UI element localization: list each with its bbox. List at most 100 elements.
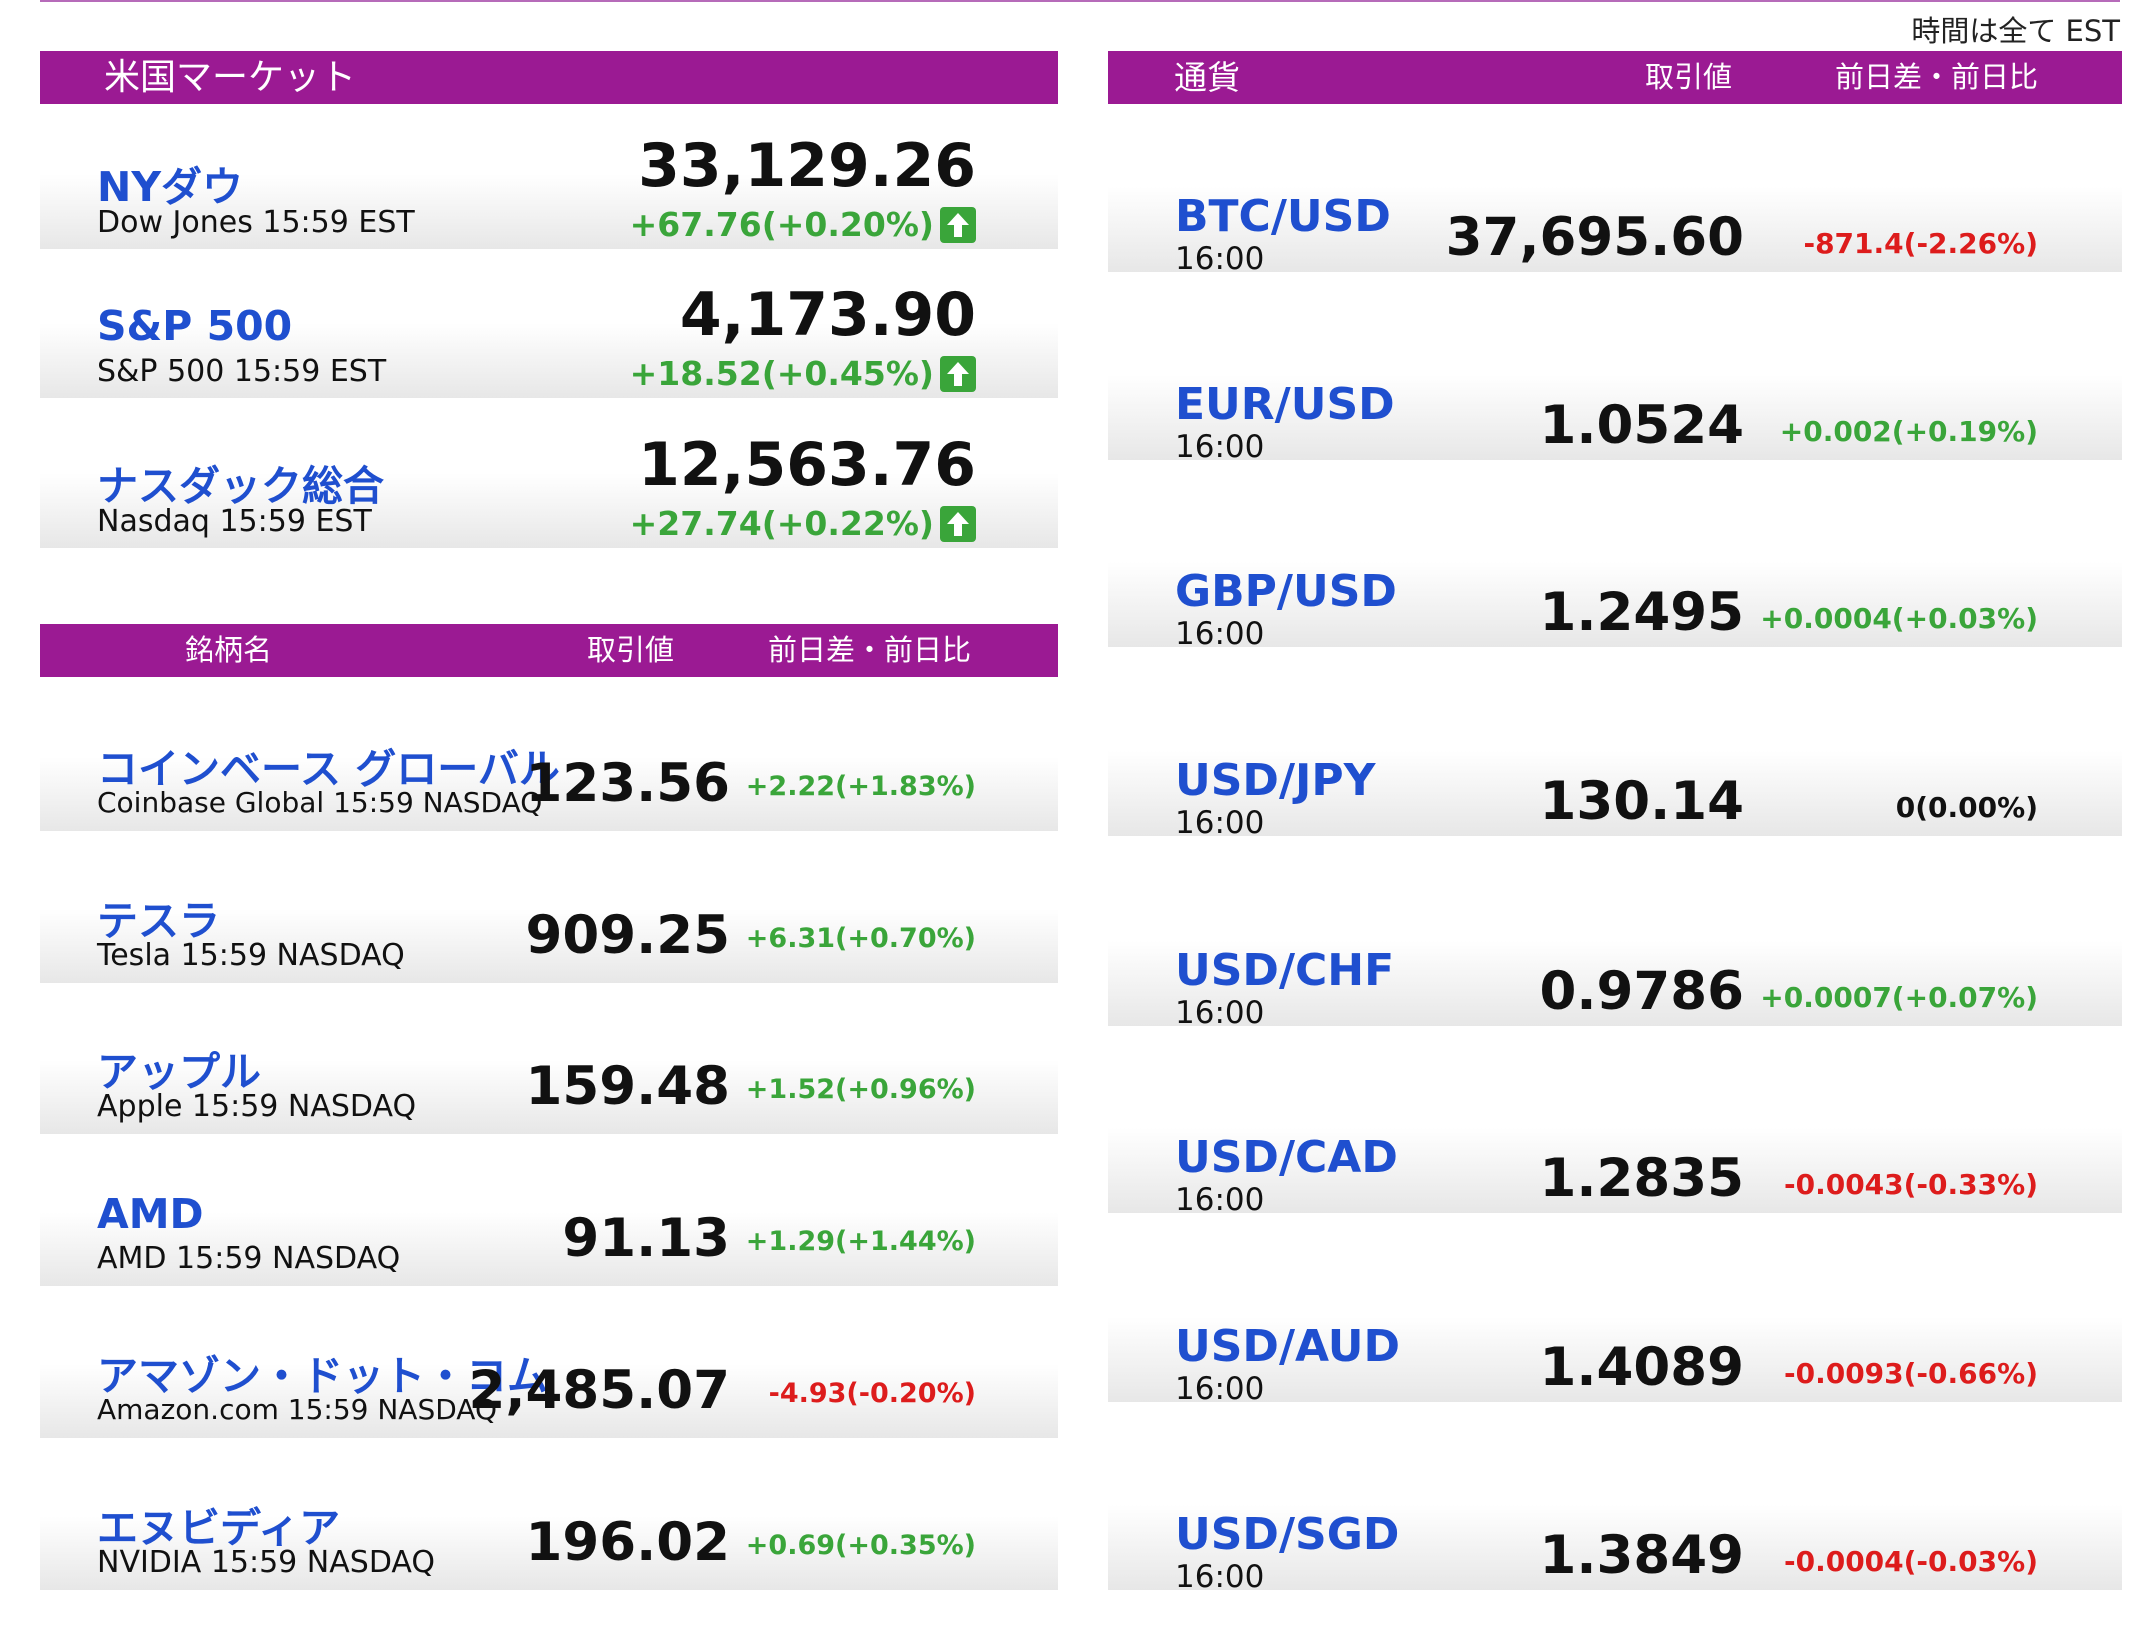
fx-pair: USD/CAD [1175,1132,1398,1183]
stock-price: 91.13 [562,1208,730,1269]
stock-name: エヌビディア [97,1504,341,1552]
fx-pair: BTC/USD [1175,191,1391,242]
index-subtitle: Nasdaq 15:59 EST [97,504,372,539]
stock-row-coinbase[interactable]: コインベース グローバル Coinbase Global 15:59 NASDA… [40,697,1058,831]
stock-subtitle: Coinbase Global 15:59 NASDAQ [97,786,543,819]
index-row-nasdaq[interactable]: ナスダック総合 Nasdaq 15:59 EST 12,563.76 +27.7… [40,412,1058,548]
arrow-up-icon [940,206,976,243]
fx-price: 37,695.60 [1445,207,1744,268]
stock-price: 159.48 [525,1056,730,1117]
fx-time: 16:00 [1175,1559,1265,1595]
stock-change: +0.69(+0.35%) [745,1530,976,1561]
stock-subtitle: Apple 15:59 NASDAQ [97,1089,417,1124]
stocks-header-name: 銘柄名 [185,633,273,667]
fx-price: 1.0524 [1539,395,1744,456]
stock-name: アマゾン・ドット・コム [97,1352,548,1400]
index-name: NYダウ [97,163,244,211]
fx-pair: USD/SGD [1175,1509,1400,1560]
currency-header-name: 通貨 [1174,58,1240,97]
top-divider [40,0,2120,2]
fx-time: 16:00 [1175,616,1265,652]
fx-time: 16:00 [1175,241,1265,277]
fx-price: 1.4089 [1539,1337,1744,1398]
stock-change: +6.31(+0.70%) [745,923,976,954]
fx-change: -0.0093(-0.66%) [1783,1357,2038,1390]
fx-change: -0.0004(-0.03%) [1783,1545,2038,1578]
index-value: 4,173.90 [679,280,976,350]
stock-name: アップル [97,1048,261,1096]
fx-price: 1.2835 [1539,1148,1744,1209]
index-name: ナスダック総合 [97,462,384,510]
index-change: +67.76(+0.20%) [630,205,976,244]
currency-header-price: 取引値 [1645,60,1733,94]
stock-row-apple[interactable]: アップル Apple 15:59 NASDAQ 159.48 +1.52(+0.… [40,1000,1058,1134]
stocks-header-change: 前日差・前日比 [768,633,972,667]
fx-time: 16:00 [1175,1371,1265,1407]
fx-row-gbp-usd[interactable]: GBP/USD 16:00 1.2495 +0.0004(+0.03%) [1108,492,2122,652]
fx-change: 0(0.00%) [1895,791,2038,824]
fx-row-btc-usd[interactable]: BTC/USD 16:00 37,695.60 -871.4(-2.26%) [1108,117,2122,277]
stock-subtitle: Amazon.com 15:59 NASDAQ [97,1393,497,1426]
stock-name: コインベース グローバル [97,745,560,793]
stocks-header: 銘柄名 取引値 前日差・前日比 [40,624,1058,677]
index-change-text: +18.52(+0.45%) [629,354,934,393]
fx-time: 16:00 [1175,1182,1265,1218]
index-subtitle: Dow Jones 15:59 EST [97,205,415,240]
fx-change: -871.4(-2.26%) [1803,227,2038,260]
stock-row-amd[interactable]: AMD AMD 15:59 NASDAQ 91.13 +1.29(+1.44%) [40,1152,1058,1286]
arrow-up-icon [940,505,976,542]
fx-price: 0.9786 [1539,961,1744,1022]
fx-price: 1.3849 [1539,1525,1744,1586]
fx-change: +0.0007(+0.07%) [1760,981,2038,1014]
stock-change: -4.93(-0.20%) [768,1378,976,1409]
index-change: +27.74(+0.22%) [630,504,976,543]
fx-time: 16:00 [1175,995,1265,1031]
arrow-up-icon [940,355,976,392]
fx-pair: EUR/USD [1175,379,1395,430]
currency-header: 通貨 取引値 前日差・前日比 [1108,51,2122,104]
index-row-dow[interactable]: NYダウ Dow Jones 15:59 EST 33,129.26 +67.7… [40,113,1058,249]
fx-row-usd-chf[interactable]: USD/CHF 16:00 0.9786 +0.0007(+0.07%) [1108,871,2122,1031]
fx-row-usd-cad[interactable]: USD/CAD 16:00 1.2835 -0.0043(-0.33%) [1108,1058,2122,1218]
currency-header-change: 前日差・前日比 [1835,60,2039,94]
stock-subtitle: AMD 15:59 NASDAQ [97,1241,401,1276]
stock-price: 909.25 [525,905,730,966]
stock-price: 123.56 [525,753,730,814]
fx-row-eur-usd[interactable]: EUR/USD 16:00 1.0524 +0.002(+0.19%) [1108,305,2122,465]
stock-row-tesla[interactable]: テスラ Tesla 15:59 NASDAQ 909.25 +6.31(+0.7… [40,849,1058,983]
stock-subtitle: NVIDIA 15:59 NASDAQ [97,1545,435,1580]
fx-pair: USD/AUD [1175,1321,1400,1372]
stock-change: +1.29(+1.44%) [745,1226,976,1257]
index-subtitle: S&P 500 15:59 EST [97,354,387,389]
timezone-note: 時間は全て EST [1911,14,2120,48]
fx-price: 1.2495 [1539,582,1744,643]
stocks-header-price: 取引値 [587,633,675,667]
fx-row-usd-jpy[interactable]: USD/JPY 16:00 130.14 0(0.00%) [1108,681,2122,841]
fx-change: +0.0004(+0.03%) [1760,602,2038,635]
index-value: 33,129.26 [638,131,976,201]
fx-pair: USD/CHF [1175,945,1395,996]
stock-subtitle: Tesla 15:59 NASDAQ [97,938,405,973]
stock-change: +2.22(+1.83%) [745,771,976,802]
fx-change: -0.0043(-0.33%) [1783,1168,2038,1201]
stock-name: AMD [97,1190,204,1238]
stock-change: +1.52(+0.96%) [745,1074,976,1105]
stock-price: 196.02 [525,1512,730,1573]
fx-time: 16:00 [1175,805,1265,841]
index-value: 12,563.76 [638,430,976,500]
index-name: S&P 500 [97,302,293,350]
fx-row-usd-aud[interactable]: USD/AUD 16:00 1.4089 -0.0093(-0.66%) [1108,1247,2122,1407]
fx-time: 16:00 [1175,429,1265,465]
stock-name: テスラ [97,897,220,945]
index-change: +18.52(+0.45%) [630,354,976,393]
stock-row-amazon[interactable]: アマゾン・ドット・コム Amazon.com 15:59 NASDAQ 2,48… [40,1304,1058,1438]
fx-row-usd-sgd[interactable]: USD/SGD 16:00 1.3849 -0.0004(-0.03%) [1108,1435,2122,1595]
stock-price: 2,485.07 [468,1360,730,1421]
index-change-text: +27.74(+0.22%) [629,504,934,543]
index-change-text: +67.76(+0.20%) [629,205,934,244]
fx-change: +0.002(+0.19%) [1779,415,2038,448]
market-header: 米国マーケット [40,51,1058,104]
market-header-title: 米国マーケット [104,57,357,98]
stock-row-nvidia[interactable]: エヌビディア NVIDIA 15:59 NASDAQ 196.02 +0.69(… [40,1456,1058,1590]
index-row-sp500[interactable]: S&P 500 S&P 500 15:59 EST 4,173.90 +18.5… [40,262,1058,398]
